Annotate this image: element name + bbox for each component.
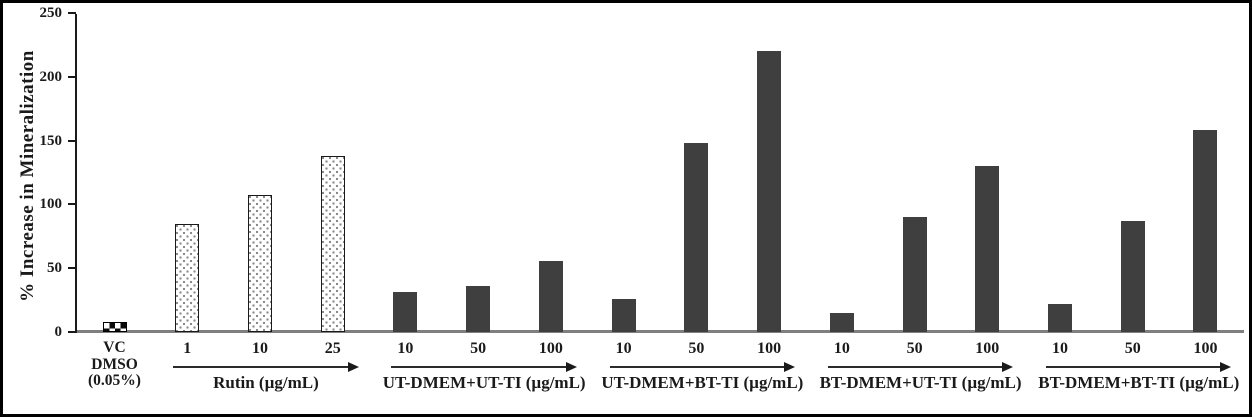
y-tick-label: 0 [54,324,63,340]
group-label: UT-DMEM+BT-TI (µg/mL) [601,373,804,392]
dose-label: 10 [397,340,414,357]
bar [829,313,854,332]
dose-label: 100 [538,340,563,357]
dose-label: 1 [183,340,192,357]
y-tick-label: 150 [39,132,63,149]
y-tick [68,12,76,14]
group-label: BT-DMEM+BT-TI (µg/mL) [1038,373,1240,392]
bar [538,261,563,332]
dose-label: 50 [906,340,923,357]
y-tick [68,203,76,206]
group-arrow-head-icon [1220,362,1232,372]
bar [393,292,418,332]
dose-label: 25 [324,340,341,357]
bar [757,51,782,332]
bar [1193,130,1218,332]
y-tick-label: 100 [39,196,63,213]
bar [102,322,127,332]
dose-label: 10 [833,340,850,357]
bar [611,299,636,332]
group-label: BT-DMEM+UT-TI (µg/mL) [819,373,1022,392]
group-arrow-head-icon [347,362,359,372]
dose-label: 100 [757,340,782,357]
bar [247,195,272,332]
group-label: Rutin (µg/mL) [213,373,319,392]
control-label-line: (0.05%) [88,372,141,389]
dose-label: 50 [688,340,705,357]
group-arrow [827,366,1004,368]
bar [1048,304,1073,332]
group-label: UT-DMEM+UT-TI (µg/mL) [382,373,586,392]
bar [175,224,200,332]
dose-label: 100 [975,340,1000,357]
group-arrow [173,366,349,368]
group-arrow [391,366,567,368]
dose-label: 10 [251,340,268,357]
dose-label: 100 [1193,340,1218,357]
control-label-line: VC [103,339,126,356]
group-arrow [1046,366,1222,368]
y-tick [68,331,76,333]
group-arrow [609,366,786,368]
dose-label: 10 [615,340,632,357]
bar [975,166,1000,332]
control-label-line: DMSO [91,355,138,373]
dose-label: 10 [1052,340,1069,357]
group-arrow-head-icon [784,362,796,372]
y-tick [68,75,76,78]
x-axis-baseline [77,330,1244,333]
y-tick-label: 200 [39,68,63,85]
bar [902,217,927,332]
dose-label: 50 [1124,340,1141,357]
y-tick-label: 250 [39,5,63,21]
bar [466,286,491,332]
bar [320,156,345,332]
y-tick [68,139,76,142]
bar [1120,221,1145,332]
y-tick-label: 50 [47,260,62,277]
y-axis-line [75,14,77,333]
group-arrow-head-icon [1002,362,1014,372]
bar [684,143,709,332]
y-tick [68,267,76,270]
dose-label: 50 [470,340,487,357]
group-arrow-head-icon [565,362,577,372]
